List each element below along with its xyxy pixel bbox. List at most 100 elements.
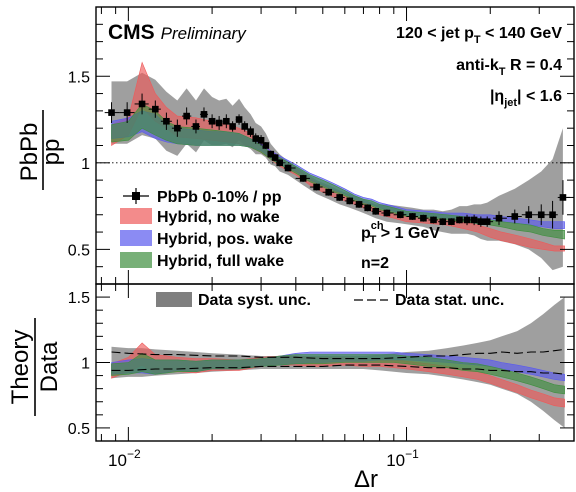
top-ylabel-denominator: pp [38, 139, 65, 166]
top-legend: PbPb 0-10% / pp Hybrid, no wake Hybrid, … [120, 188, 293, 270]
data-point-marker [271, 154, 279, 161]
x-axis-title: Δr [354, 466, 378, 492]
axes: 0.511.50.511.510−2 10−1 [68, 6, 575, 470]
jet-eta-sub: jet [503, 97, 517, 109]
data-point-marker [511, 213, 519, 220]
legend-no-wake-label: Hybrid, no wake [157, 209, 280, 226]
data-point-marker [409, 213, 416, 220]
bottom-ytick-label: 1.5 [68, 290, 90, 307]
jet-pt-range-label: 120 < jet pT < 140 GeV [396, 25, 562, 46]
legend-full-wake-label: Hybrid, full wake [157, 253, 284, 270]
legend-no-wake-swatch [120, 208, 152, 224]
legend-entry-no-wake: Hybrid, no wake [120, 208, 280, 226]
jet-algo-pre: anti-k [456, 57, 499, 74]
bottom-bands [111, 297, 565, 428]
data-point-marker [346, 197, 354, 205]
x-tick-exponent: −2 [127, 447, 141, 461]
data-point-marker [257, 137, 265, 144]
bottom-ytick-label: 0.5 [68, 421, 90, 438]
data-point-marker [200, 111, 208, 118]
data-point-marker [192, 123, 200, 130]
data-point-marker [456, 216, 463, 224]
x-tick-label: 10−2 [108, 447, 141, 470]
jet-pt-pre: 120 < jet p [396, 25, 474, 42]
data-point-marker [163, 117, 170, 125]
jet-eta-pre: |η [490, 88, 504, 105]
data-point-marker [235, 116, 243, 123]
data-point-marker [208, 117, 216, 125]
data-point-marker [152, 105, 159, 113]
data-point-marker [108, 109, 115, 116]
legend-entry-pos-wake: Hybrid, pos. wake [120, 230, 293, 248]
data-point-marker [477, 218, 485, 225]
track-pt-sup: ch [371, 220, 384, 232]
data-point-marker [267, 150, 275, 158]
data-point-marker [215, 119, 223, 127]
bottom-ylabel-numerator: Theory [7, 330, 34, 405]
jet-eta-label: |ηjet| < 1.6 [490, 88, 562, 109]
jet-algo-post: R = 0.4 [506, 57, 563, 74]
data-point-marker [397, 211, 404, 219]
data-point-marker [559, 194, 567, 201]
legend-entry-full-wake: Hybrid, full wake [120, 252, 284, 270]
track-pt-pre: p [361, 225, 371, 242]
ratio-stat-upper [111, 348, 565, 360]
data-point-marker [174, 124, 181, 132]
legend-pos-wake-swatch [120, 230, 152, 246]
data-point-marker [262, 142, 270, 149]
cms-logo-text: CMS [108, 21, 155, 44]
jet-algo-sub: T [499, 66, 506, 78]
data-point-marker [372, 207, 380, 215]
data-point-marker [183, 112, 190, 120]
jet-pt-sub: T [474, 34, 481, 46]
data-point-marker [430, 216, 437, 224]
jet-pt-post: < 140 GeV [481, 25, 563, 42]
data-point-marker [223, 117, 230, 125]
data-point-marker [299, 175, 307, 182]
bottom-y-axis-title: Theory Data [7, 318, 63, 416]
data-point-marker [439, 218, 447, 225]
data-point-marker [247, 128, 254, 135]
legend-syst-label: Data syst. unc. [198, 292, 311, 309]
data-point-marker [252, 135, 260, 142]
data-point-marker [325, 188, 332, 196]
bottom-ytick-label: 1 [81, 356, 90, 373]
top-ytick-label: 1.5 [68, 69, 90, 86]
data-point-marker [549, 211, 556, 219]
harmonic-n-label: n=2 [361, 255, 389, 272]
x-tick-base: 10 [386, 451, 405, 470]
jet-eta-post: | < 1.6 [517, 88, 562, 105]
track-pt-sub: T [370, 234, 377, 246]
legend-full-wake-swatch [120, 252, 152, 268]
top-ytick-label: 0.5 [68, 242, 90, 259]
data-point-marker [313, 183, 320, 191]
legend-data-marker [132, 192, 140, 200]
data-point-marker [284, 164, 292, 172]
data-point-marker [229, 123, 236, 130]
data-point-marker [241, 123, 249, 130]
data-point-marker [448, 218, 455, 225]
x-tick-base: 10 [108, 451, 127, 470]
data-point-marker [463, 216, 471, 224]
data-point-marker [355, 201, 363, 208]
data-point-marker [470, 216, 478, 224]
jet-algo-label: anti-kT R = 0.4 [456, 57, 562, 78]
data-point-marker [138, 100, 146, 108]
track-pt-label: pch T > 1 GeV [361, 220, 440, 246]
ratio-band-full-wake [111, 352, 565, 395]
data-point-marker [123, 109, 131, 116]
legend-data-label: PbPb 0-10% / pp [157, 189, 282, 206]
cms-preliminary: Preliminary [161, 24, 248, 43]
cms-logo: CMS Preliminary [108, 21, 247, 44]
top-ylabel-numerator: PbPb [16, 123, 43, 182]
data-point-marker [336, 194, 343, 201]
data-point-marker [383, 209, 391, 217]
data-point-marker [364, 204, 371, 212]
x-tick-label: 10−1 [386, 447, 419, 470]
x-tick-exponent: −1 [405, 447, 419, 461]
track-pt-post: > 1 GeV [376, 225, 440, 242]
data-point-marker [276, 159, 284, 167]
legend-pos-wake-label: Hybrid, pos. wake [157, 231, 293, 248]
data-point-marker [525, 211, 533, 219]
